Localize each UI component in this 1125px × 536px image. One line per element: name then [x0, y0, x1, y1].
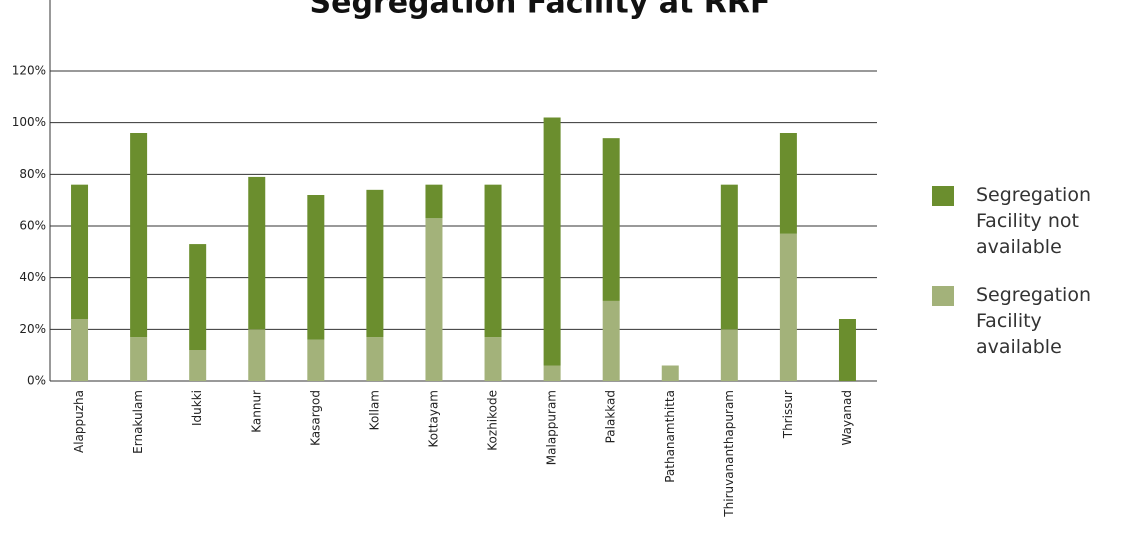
bar-segment — [71, 184, 89, 319]
bar-segment — [425, 218, 443, 381]
y-tick-label: 80% — [19, 167, 46, 181]
y-tick-label: 40% — [19, 270, 46, 284]
y-tick-label: 60% — [19, 219, 46, 233]
bar-segment — [366, 337, 384, 381]
legend-swatch — [932, 186, 954, 206]
y-tick-label: 100% — [12, 115, 46, 129]
x-tick-label: Idukki — [190, 390, 204, 426]
bar-segment — [484, 184, 502, 338]
chart-title: Segregation Facility at RRF — [309, 0, 770, 21]
x-tick-label: Kasargod — [308, 390, 322, 446]
bar-segment — [543, 117, 561, 366]
x-tick-label: Palakkad — [604, 390, 618, 443]
bar-segment — [248, 329, 266, 381]
legend-label: Segregation Facility available — [976, 284, 1091, 358]
bar-segment — [307, 339, 325, 381]
bar-segment — [71, 319, 89, 381]
x-tick-label: Pathanamthitta — [663, 390, 677, 483]
legend-swatch — [932, 286, 954, 306]
legend-item: Segregation Facility available — [932, 282, 1122, 360]
x-tick-label: Thrissur — [781, 390, 795, 439]
x-tick-label: Thiruvananthapuram — [722, 390, 736, 518]
x-tick-label: Alappuzha — [72, 390, 86, 453]
x-tick-label: Kottayam — [426, 390, 440, 448]
y-tick-label: 120% — [12, 64, 46, 78]
bar-segment — [779, 233, 797, 381]
x-tick-label: Kollam — [367, 390, 381, 430]
bar-segment — [720, 184, 738, 330]
x-tick-label: Kozhikode — [486, 390, 500, 451]
bar-segment — [307, 195, 325, 340]
x-tick-label: Kannur — [249, 390, 263, 433]
bar-segment — [779, 133, 797, 234]
bar-segment — [189, 244, 207, 350]
bar-segment — [484, 337, 502, 381]
bar-segment — [248, 176, 266, 330]
bar-segment — [543, 365, 561, 381]
bar-segment — [838, 319, 856, 381]
x-tick-label: Wayanad — [840, 390, 854, 445]
bar-segment — [366, 189, 384, 338]
bar-segment — [425, 184, 443, 219]
bar-segment — [602, 138, 620, 301]
bar-segment — [720, 329, 738, 381]
y-tick-label: 0% — [27, 374, 46, 388]
legend-item: Segregation Facility not available — [932, 182, 1122, 260]
bar-segment — [602, 300, 620, 381]
bar-segment — [661, 365, 679, 381]
bar-segment — [130, 133, 148, 338]
y-tick-label: 20% — [19, 322, 46, 336]
legend-label: Segregation Facility not available — [976, 184, 1091, 258]
x-tick-label: Malappuram — [545, 390, 559, 465]
bar-segment — [130, 337, 148, 381]
bar-segment — [189, 350, 207, 381]
x-tick-label: Ernakulam — [131, 390, 145, 454]
